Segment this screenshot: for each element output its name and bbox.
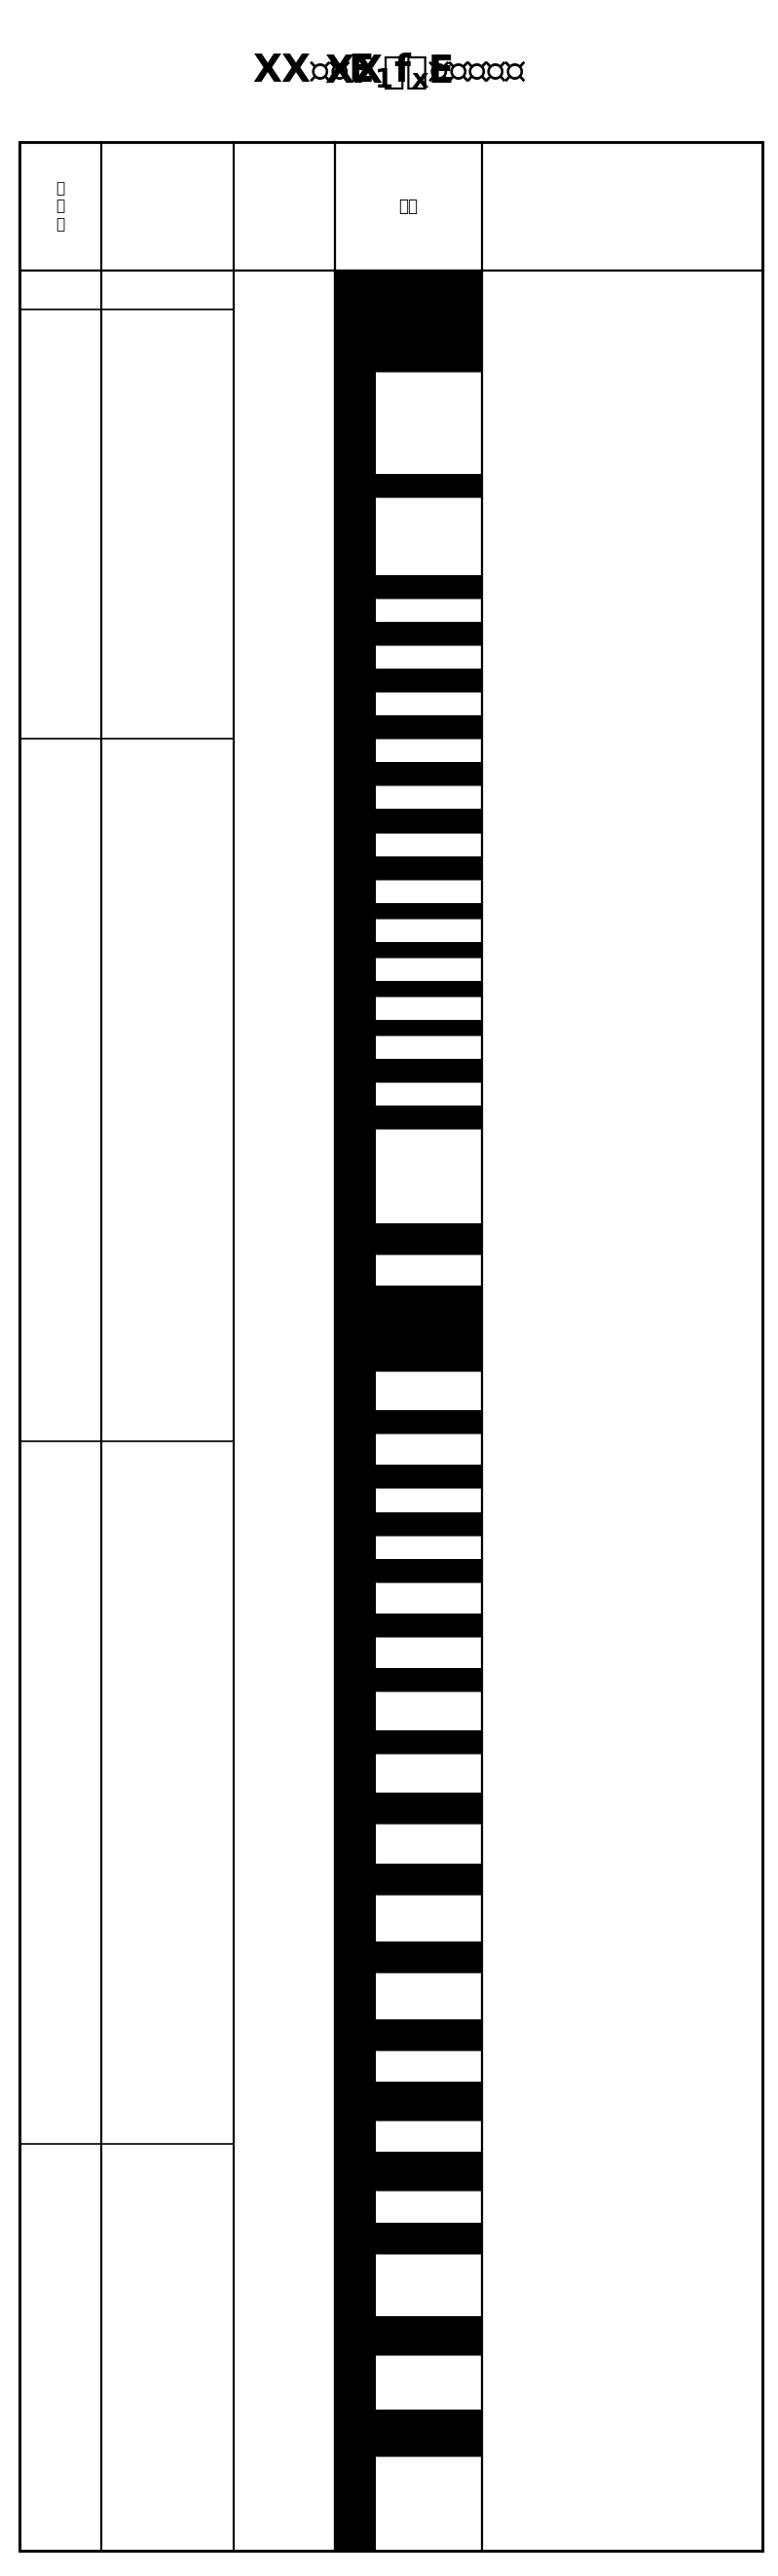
Text: R6: R6 <box>612 162 633 178</box>
Text: 30: 30 <box>733 237 748 247</box>
Text: SP: SP <box>157 162 177 178</box>
Text: 2550: 2550 <box>253 1669 284 1682</box>
Text: 深度: 深度 <box>274 170 294 185</box>
Text: 岩性: 岩性 <box>398 198 419 214</box>
Text: E1fX
-页4: E1fX -页4 <box>44 2331 76 2362</box>
Text: 2650: 2650 <box>253 2450 284 2463</box>
Text: 页
岩
段: 页 岩 段 <box>56 180 65 232</box>
Text: 2450: 2450 <box>253 889 284 902</box>
Text: 2500: 2500 <box>253 1280 284 1291</box>
Text: XX凹陷$\mathregular{E_1f_x}$综合柱状图: XX凹陷$\mathregular{E_1f_x}$综合柱状图 <box>252 52 526 90</box>
Text: （Ω·m）: （Ω·m） <box>601 196 644 211</box>
Text: 50: 50 <box>211 237 227 247</box>
Text: 2400: 2400 <box>253 497 284 510</box>
Text: E1fX
-页1: E1fX -页1 <box>44 507 76 541</box>
Text: 2600: 2600 <box>253 2061 284 2074</box>
Text: -50: -50 <box>107 237 128 247</box>
Text: E1fX
-页2: E1fX -页2 <box>44 1074 76 1105</box>
Text: XX凹陷E: XX凹陷E <box>324 54 454 90</box>
Text: E1fX
-页3: E1fX -页3 <box>44 1777 76 1808</box>
Text: （m）: （m） <box>269 214 299 229</box>
Text: （mv）: （mv） <box>149 196 186 211</box>
Text: 0: 0 <box>496 237 504 247</box>
